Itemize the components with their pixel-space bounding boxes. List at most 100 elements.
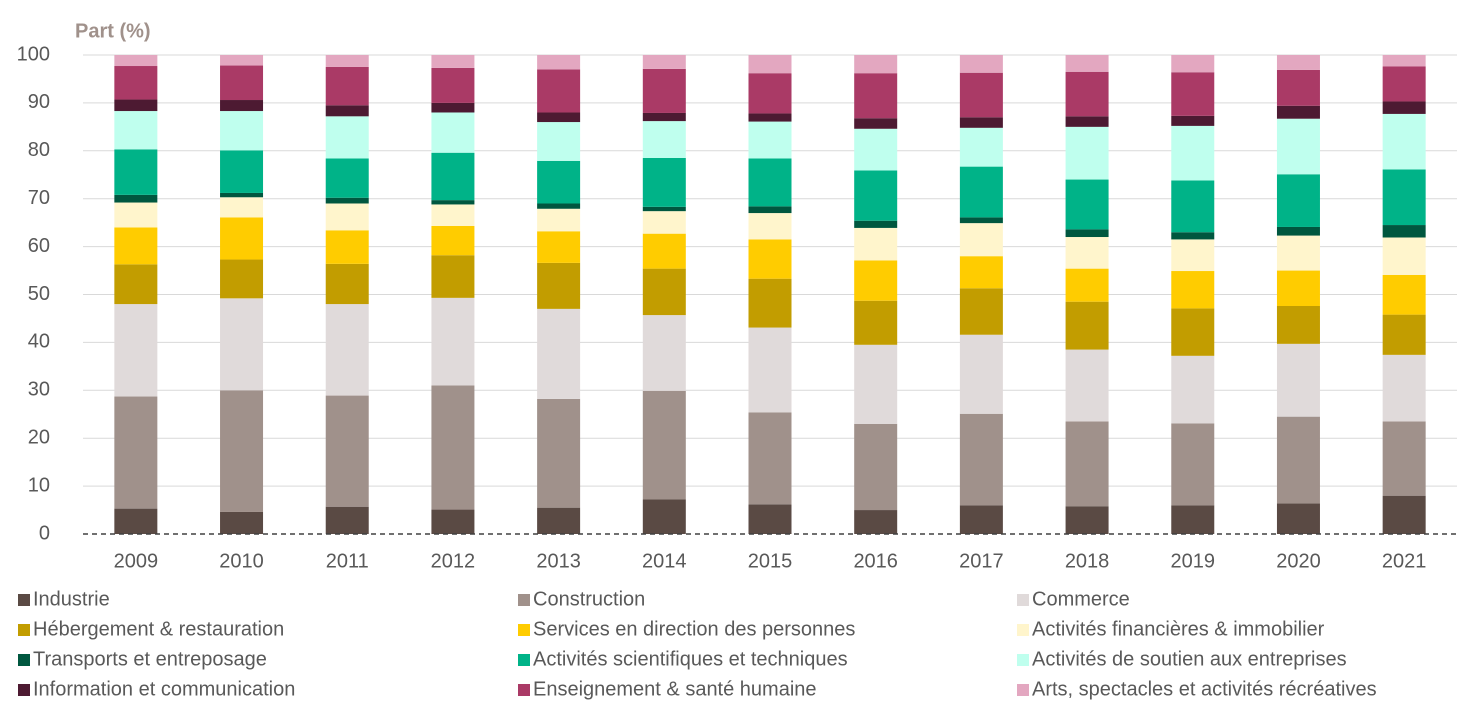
bar-segment — [959, 256, 1003, 289]
bar-segment — [220, 150, 264, 193]
bar-segment — [854, 300, 898, 345]
bar-segment — [642, 268, 686, 316]
bar-segment — [854, 227, 898, 261]
y-axis-title: Part (%) — [75, 20, 151, 42]
legend-label: Hébergement & restauration — [33, 618, 284, 640]
bar-segment — [114, 194, 158, 203]
bar-segment — [642, 55, 686, 69]
bar-segment — [1065, 421, 1109, 507]
legend-label: Commerce — [1032, 588, 1130, 610]
bar-segment — [325, 263, 369, 305]
bar-segment — [220, 55, 264, 66]
bar-segment — [1382, 55, 1426, 67]
bar-segment — [959, 127, 1003, 167]
bar-segment — [959, 334, 1003, 414]
bar-segment — [748, 504, 792, 534]
bar-segment — [431, 200, 475, 205]
bar-segment — [1382, 113, 1426, 170]
bar-segment — [114, 227, 158, 265]
bar-segment — [1171, 423, 1215, 506]
bar-segment — [220, 197, 264, 218]
bar-segment — [1276, 305, 1320, 344]
bar-segment — [1171, 505, 1215, 534]
bar-segment — [431, 55, 475, 68]
x-tick-label: 2018 — [1065, 550, 1110, 572]
bar-segment — [537, 308, 581, 399]
bar-segment — [642, 390, 686, 500]
x-tick-label: 2020 — [1276, 550, 1321, 572]
bar-segment — [1171, 239, 1215, 272]
bar-segment — [748, 327, 792, 413]
x-tick-label: 2011 — [326, 550, 369, 572]
bar-segment — [748, 278, 792, 328]
bar-segment — [1065, 126, 1109, 180]
bar-segment — [642, 157, 686, 207]
bar-segment — [220, 511, 264, 534]
bar-segment — [220, 100, 264, 112]
y-tick-label: 20 — [28, 426, 50, 448]
bar-segment — [959, 413, 1003, 506]
bar-segment — [1171, 125, 1215, 181]
bar-segment — [537, 69, 581, 113]
bar-segment — [1276, 343, 1320, 417]
y-tick-label: 70 — [28, 187, 50, 209]
legend-swatch — [1017, 684, 1029, 696]
bar-segment — [1276, 416, 1320, 504]
bar-segment — [1171, 355, 1215, 424]
legend-label: Industrie — [33, 588, 110, 610]
bar-segment — [854, 73, 898, 119]
bar-segment — [114, 149, 158, 195]
bar-segment — [854, 220, 898, 228]
bar-segment — [325, 105, 369, 117]
x-tick-label: 2019 — [1171, 550, 1216, 572]
bar-segment — [114, 202, 158, 228]
bar-segment — [114, 396, 158, 509]
bar-segment — [642, 68, 686, 113]
bar-segment — [537, 203, 581, 209]
bar-segment — [1065, 237, 1109, 269]
bar-segment — [642, 233, 686, 269]
bar-segment — [1382, 169, 1426, 226]
bar-segment — [854, 260, 898, 301]
x-tick-label: 2014 — [642, 550, 687, 572]
bar-segment — [959, 166, 1003, 218]
legend-label: Information et communication — [33, 678, 295, 700]
bar-segment — [114, 55, 158, 67]
y-tick-label: 80 — [28, 139, 50, 161]
bar-segment — [748, 55, 792, 74]
y-tick-label: 50 — [28, 283, 50, 305]
bar-segment — [1171, 271, 1215, 309]
y-tick-label: 0 — [39, 522, 50, 544]
x-tick-label: 2009 — [114, 550, 159, 572]
bar-segment — [748, 73, 792, 114]
y-tick-label: 40 — [28, 331, 50, 353]
bar-segment — [325, 506, 369, 534]
x-tick-label: 2013 — [536, 550, 581, 572]
bar-segment — [1276, 503, 1320, 534]
bar-segment — [854, 423, 898, 511]
bar-segment — [1382, 495, 1426, 534]
legend-swatch — [18, 684, 30, 696]
bar-segment — [114, 111, 158, 150]
bar-segment — [1065, 506, 1109, 534]
bar-segment — [114, 66, 158, 100]
bar-segment — [1276, 174, 1320, 227]
legend-label: Activités scientifiques et techniques — [533, 648, 848, 670]
bar-segment — [431, 204, 475, 227]
x-tick-label: 2010 — [219, 550, 264, 572]
bar-segment — [1171, 308, 1215, 356]
bar-segment — [1276, 270, 1320, 306]
bar-segment — [1276, 69, 1320, 106]
y-tick-label: 90 — [28, 91, 50, 113]
bar-segment — [325, 55, 369, 67]
legend-swatch — [1017, 654, 1029, 666]
bar-segment — [537, 160, 581, 204]
legend-swatch — [518, 594, 530, 606]
bar-segment — [959, 117, 1003, 128]
x-tick-label: 2015 — [748, 550, 793, 572]
bar-segment — [642, 315, 686, 391]
legend-swatch — [18, 654, 30, 666]
bar-segment — [325, 158, 369, 198]
legend-swatch — [518, 654, 530, 666]
legend-swatch — [518, 684, 530, 696]
